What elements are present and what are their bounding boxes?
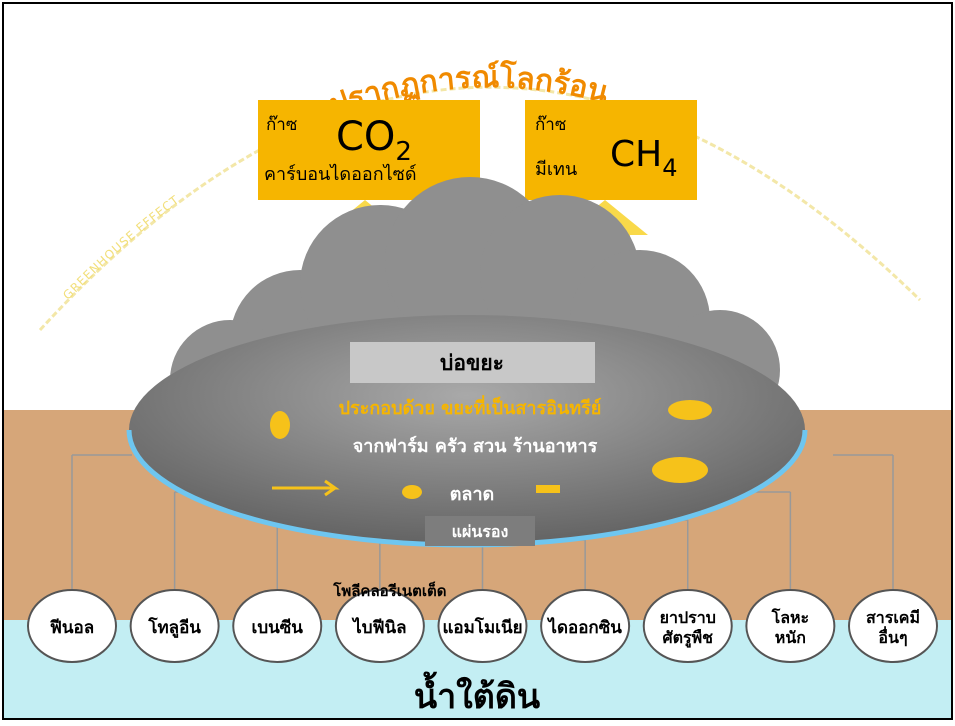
groundwater-label: น้ำใต้ดิน xyxy=(414,671,540,717)
pollutant-label: ยาปราบ xyxy=(660,608,716,627)
pollutant-label: แอมโมเนีย xyxy=(442,617,522,638)
landfill-sources: จากฟาร์ม ครัว สวน ร้านอาหาร xyxy=(353,435,598,457)
landfill-sources: ตลาด xyxy=(450,484,495,505)
pollutant-label: เบนซีน xyxy=(252,617,304,638)
gas-prefix: ก๊าซ xyxy=(535,115,566,135)
gas-name: คาร์บอนไดออกไซด์ xyxy=(264,163,417,185)
pollutant-label: ไบฟีนิล xyxy=(351,617,406,638)
pollutant-label: หนัก xyxy=(775,628,806,647)
gas-name: มีเทน xyxy=(535,159,577,180)
pollutants: ฟีนอล โทลูอีน เบนซีน โพลีคลอรีเนตเต็ดไบฟีนิ… xyxy=(28,581,937,662)
subscript: 4 xyxy=(662,154,677,182)
pollutant-label: โทลูอีน xyxy=(147,617,201,639)
landfill-composition: ประกอบด้วย ขยะที่เป็นสารอินทรีย์ xyxy=(339,395,602,419)
formula: CO xyxy=(336,114,395,160)
pollutant-label: ฟีนอล xyxy=(50,617,94,638)
gas-prefix: ก๊าซ xyxy=(266,115,297,135)
subscript: 2 xyxy=(395,137,412,167)
pollutant-caption: โพลีคลอรีเนตเต็ด xyxy=(332,581,446,600)
pollutant-label: อื่นๆ xyxy=(878,626,908,647)
pollutant-label: ศัตรูพืช xyxy=(662,628,713,649)
landfill-title: บ่อขยะ xyxy=(440,351,504,375)
liner-label: แผ่นรอง xyxy=(452,522,509,541)
pollutant-label: สารเคมี xyxy=(866,608,920,627)
pollutant-label: โลหะ xyxy=(771,607,810,627)
formula: CH xyxy=(610,134,662,175)
pollutant-label: ไดออกซิน xyxy=(546,617,622,638)
diagram: ปรากฏการณ์โลกร้อน GREENHOUSE EFFECT ก๊าซ… xyxy=(0,0,955,722)
